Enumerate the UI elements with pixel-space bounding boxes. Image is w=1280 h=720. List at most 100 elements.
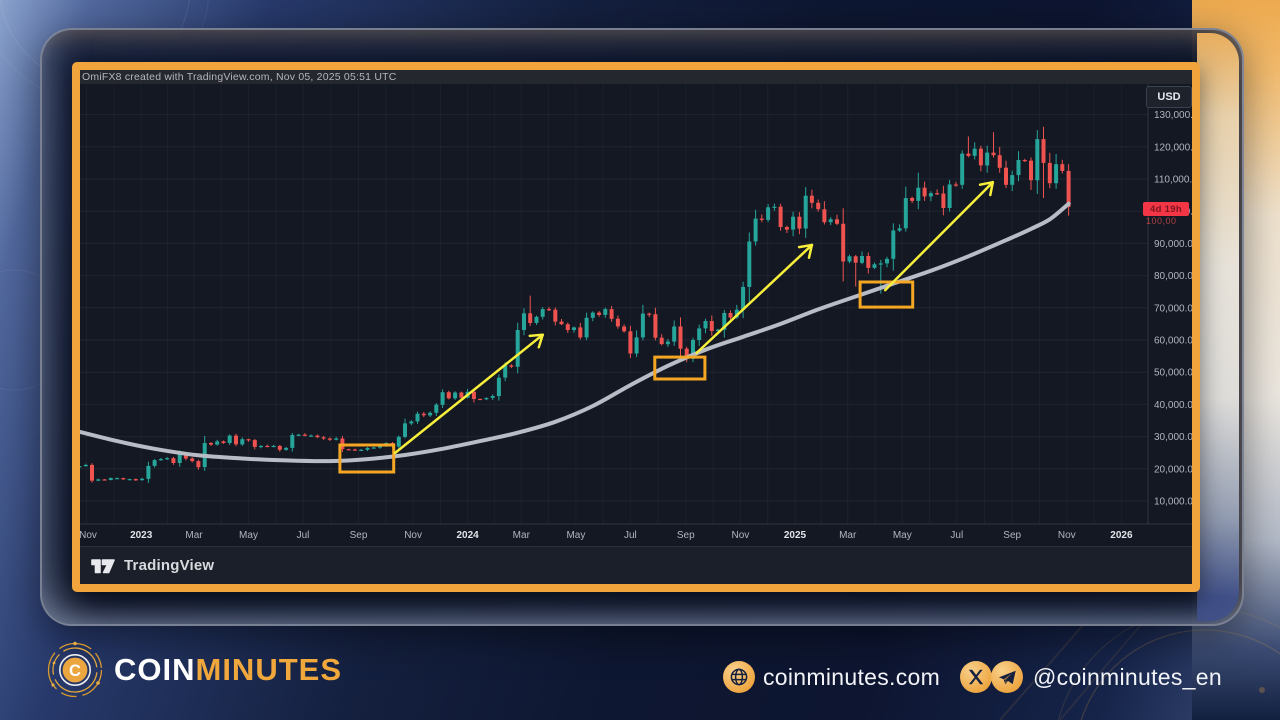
candle: [152, 460, 157, 466]
candle: [672, 326, 677, 342]
candle: [1022, 160, 1027, 162]
candle: [985, 152, 990, 166]
candle: [196, 461, 201, 468]
candle: [327, 438, 332, 440]
candle: [628, 331, 633, 354]
svg-text:20,000.00: 20,000.00: [1154, 464, 1192, 475]
candle: [453, 392, 458, 399]
candle: [296, 434, 301, 436]
candle: [960, 153, 965, 185]
candle: [947, 184, 952, 208]
candle: [891, 230, 896, 259]
candle: [146, 465, 151, 479]
candle: [978, 148, 983, 166]
candle: [96, 479, 101, 481]
candle: [346, 449, 351, 451]
candle: [108, 478, 113, 480]
candle: [158, 459, 163, 461]
currency-scale-button[interactable]: USD: [1146, 86, 1192, 108]
candle: [434, 404, 439, 413]
last-price-label-partial: 100,00: [1146, 216, 1177, 226]
candle: [1041, 139, 1046, 163]
candle: [484, 398, 489, 400]
candle: [728, 313, 733, 318]
candle: [603, 309, 608, 315]
svg-text:Sep: Sep: [1003, 530, 1021, 541]
grid: [80, 84, 1148, 524]
candle: [916, 187, 921, 201]
candle: [183, 454, 188, 459]
brand-name-coin: COIN: [114, 652, 196, 687]
candle: [747, 241, 752, 287]
candle: [647, 313, 652, 315]
candle: [665, 341, 670, 345]
candle: [165, 458, 170, 460]
candle: [778, 206, 783, 227]
svg-text:110,000.00: 110,000.00: [1154, 175, 1192, 186]
consolidation-box: [653, 355, 707, 381]
highlight-boxes: [338, 280, 915, 474]
candle: [722, 313, 727, 330]
candle: [140, 478, 145, 481]
candle: [559, 321, 564, 325]
candle: [972, 148, 977, 156]
candle: [102, 479, 107, 481]
candle: [80, 466, 82, 468]
candle: [860, 256, 864, 263]
candle: [640, 313, 645, 338]
svg-text:2025: 2025: [784, 530, 807, 541]
social-handle: @coinminutes_en: [1033, 663, 1222, 690]
candle: [446, 392, 451, 399]
card-right-glow: [1197, 33, 1239, 621]
candle: [534, 316, 539, 323]
candle: [935, 193, 940, 195]
candle: [171, 458, 176, 463]
candle: [428, 412, 433, 416]
candle: [903, 198, 908, 229]
candle: [684, 348, 689, 359]
candle: [490, 396, 495, 398]
candle: [547, 309, 551, 311]
svg-text:2023: 2023: [130, 530, 153, 541]
trend-arrows: [393, 180, 995, 455]
candle: [634, 337, 639, 354]
price-axis-labels: 130,000.00120,000.00110,000.00100,000.00…: [1154, 110, 1192, 507]
candle: [697, 328, 702, 340]
candle: [190, 458, 195, 462]
svg-text:May: May: [239, 530, 258, 541]
svg-text:May: May: [566, 530, 585, 541]
candle: [922, 187, 927, 197]
candle: [716, 329, 720, 331]
candle: [352, 449, 357, 451]
coinminutes-logo-icon: C: [47, 641, 103, 698]
candle: [321, 437, 326, 439]
svg-text:Mar: Mar: [513, 530, 531, 541]
svg-text:50,000.00: 50,000.00: [1154, 368, 1192, 379]
candle: [478, 398, 483, 401]
candle: [309, 435, 314, 437]
tradingview-wordmark[interactable]: TradingView: [124, 557, 215, 574]
time-axis-labels: Nov 2023 Mar May Jul Sep Nov 2024 Mar May Jul Sep No…: [80, 530, 1133, 541]
tradingview-logo-icon[interactable]: [90, 555, 116, 577]
globe-icon: [730, 668, 748, 686]
moving-average-line: [80, 201, 1071, 464]
candle: [759, 218, 764, 220]
candle: [284, 447, 289, 450]
candle: [584, 317, 589, 338]
candle: [252, 440, 257, 447]
candle: [853, 256, 858, 263]
candle: [177, 454, 182, 463]
svg-text:Jul: Jul: [297, 530, 310, 541]
candle: [471, 391, 476, 399]
candle: [83, 464, 88, 467]
consolidation-box: [338, 443, 396, 474]
candle: [409, 421, 414, 424]
svg-text:80,000.00: 80,000.00: [1154, 271, 1192, 282]
candle: [572, 327, 576, 330]
candle: [703, 321, 708, 329]
svg-text:120,000.00: 120,000.00: [1154, 142, 1192, 153]
candle: [828, 219, 833, 223]
candle: [1016, 160, 1021, 176]
price-chart-svg[interactable]: 130,000.00120,000.00110,000.00100,000.00…: [80, 70, 1192, 584]
